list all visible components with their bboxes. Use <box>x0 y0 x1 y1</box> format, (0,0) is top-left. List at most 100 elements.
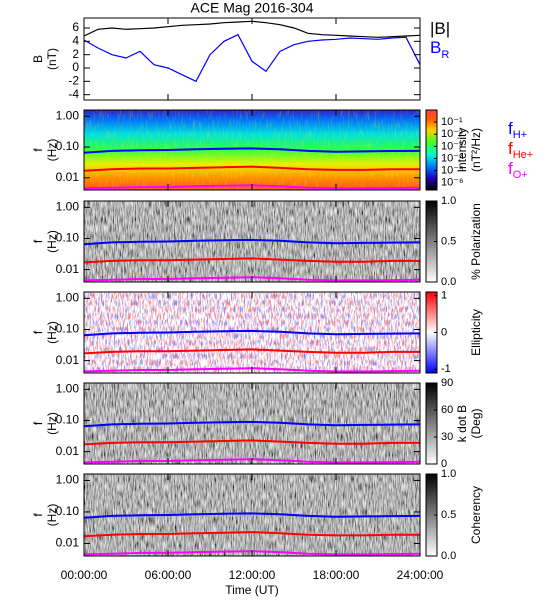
colorbar-tick-label: 10⁻⁶ <box>441 177 464 189</box>
y-axis-label: f <box>31 239 45 243</box>
colorbar-tick-label: 0 <box>441 326 447 338</box>
y-axis-label: (Hz) <box>45 139 59 162</box>
colorbar <box>425 109 438 191</box>
colorbar-tick-label: 0.5 <box>441 509 456 521</box>
y-tick-label: 0.10 <box>56 139 80 153</box>
colorbar-tick-label: 10⁻¹ <box>441 116 463 128</box>
series-line <box>83 348 420 355</box>
colorbar-tick-label: 1 <box>441 290 447 302</box>
y-axis-label: f <box>31 330 45 334</box>
y-tick-label: 1.00 <box>56 108 80 122</box>
y-axis-label: f <box>31 148 45 152</box>
y-tick-label: 0.10 <box>56 322 80 336</box>
y-tick-label: 0.01 <box>56 170 80 184</box>
x-tick-label: 24:00:00 <box>397 568 444 582</box>
plot-frame <box>83 291 421 374</box>
series-line <box>83 512 421 519</box>
y-axis-label: f <box>31 421 45 425</box>
colorbar-tick-label: 10⁻⁴ <box>441 152 464 164</box>
legend-name: |B| <box>430 19 450 38</box>
y-axis-label: (Hz) <box>45 230 59 253</box>
y-tick-label: 0.10 <box>56 231 80 245</box>
plot-frame <box>83 473 421 557</box>
x-tick-label: 18:00:00 <box>313 568 360 582</box>
colorbar-label: Ellipticity <box>469 309 483 356</box>
y-axis-label: f <box>31 513 45 517</box>
colorbar <box>425 382 438 465</box>
x-tick-label: 12:00:00 <box>229 568 276 582</box>
colorbar-tick-label: 60 <box>441 404 453 416</box>
colorbar-tick-label: 0 <box>441 458 447 470</box>
colorbar-tick-label: 10⁻³ <box>441 140 463 152</box>
y-axis-label: B <box>31 55 45 63</box>
colorbar-tick-label: 1.0 <box>441 195 456 207</box>
y-tick-label: 1.00 <box>56 473 80 487</box>
y-axis-label: (Hz) <box>45 504 59 527</box>
colorbar-tick-label: 0.0 <box>441 276 456 288</box>
chart-title: ACE Mag 2016-304 <box>191 0 314 16</box>
series-line <box>83 420 421 428</box>
series-line <box>83 147 421 154</box>
legend-name: f <box>508 159 513 178</box>
legend-label: fHe+ <box>508 139 533 160</box>
legend-label: fH+ <box>508 119 527 140</box>
y-tick-label: 1.00 <box>56 382 80 396</box>
legend-name: f <box>508 119 513 138</box>
colorbar-tick-label: 1.0 <box>441 468 456 480</box>
series-line <box>83 257 420 264</box>
x-axis-label: Time (UT) <box>225 583 279 597</box>
colorbar-tick-label: 10⁻² <box>441 128 463 140</box>
y-tick-label: -2 <box>68 74 79 88</box>
series-line <box>83 439 420 446</box>
y-tick-label: 0.01 <box>56 262 80 276</box>
legend-label: |B| <box>430 19 450 38</box>
series-line <box>83 238 421 246</box>
y-tick-label: 1.00 <box>56 291 80 305</box>
colorbar-tick-label: 0.5 <box>441 235 456 247</box>
colorbar-tick-label: 0.0 <box>441 550 456 562</box>
plot-frame <box>83 109 421 191</box>
y-tick-label: 6 <box>72 20 79 34</box>
legend-name: f <box>508 139 513 158</box>
y-tick-label: 4 <box>72 34 79 48</box>
y-axis-label: (Hz) <box>45 321 59 344</box>
legend-subscript: H+ <box>513 129 527 141</box>
y-tick-label: 1.00 <box>56 200 80 214</box>
y-tick-label: 2 <box>72 47 79 61</box>
plot-frame <box>83 200 421 283</box>
colorbar-tick-label: 10⁻⁵ <box>441 164 464 176</box>
y-tick-label: 0.10 <box>56 504 80 518</box>
colorbar-label: % Polarization <box>469 203 483 280</box>
x-tick-label: 06:00:00 <box>145 568 192 582</box>
series-line <box>83 33 421 83</box>
x-tick-label: 00:00:00 <box>61 568 108 582</box>
colorbar-label: Intensity <box>455 128 469 173</box>
legend-name: B <box>430 38 441 57</box>
y-tick-label: 0.01 <box>56 353 80 367</box>
colorbar-tick-label: 90 <box>441 377 453 389</box>
legend-label: fO+ <box>508 159 528 180</box>
y-axis-label: (nT) <box>45 48 59 70</box>
legend-subscript: He+ <box>513 149 534 161</box>
colorbar-tick-label: 30 <box>441 431 453 443</box>
legend-subscript: R <box>441 49 449 61</box>
legend-subscript: O+ <box>513 169 528 181</box>
series-line <box>83 165 420 172</box>
y-tick-label: 0.10 <box>56 413 80 427</box>
series-line <box>83 531 420 538</box>
plot-frame <box>83 17 421 101</box>
colorbar-label: Coherency <box>469 486 483 544</box>
y-axis-label: (Hz) <box>45 412 59 435</box>
y-tick-label: 0.01 <box>56 536 80 550</box>
plot-frame <box>83 382 421 465</box>
y-tick-label: 0 <box>72 60 79 74</box>
series-line <box>83 329 421 337</box>
y-tick-label: 0.01 <box>56 444 80 458</box>
y-tick-label: -4 <box>68 87 79 101</box>
colorbar-label: k dot B <box>455 405 469 442</box>
legend-label: BR <box>430 38 449 60</box>
colorbar-label: (Deg) <box>469 408 483 438</box>
colorbar-tick-label: -1 <box>441 363 451 375</box>
colorbar-label: (nT²/Hz) <box>469 128 483 172</box>
